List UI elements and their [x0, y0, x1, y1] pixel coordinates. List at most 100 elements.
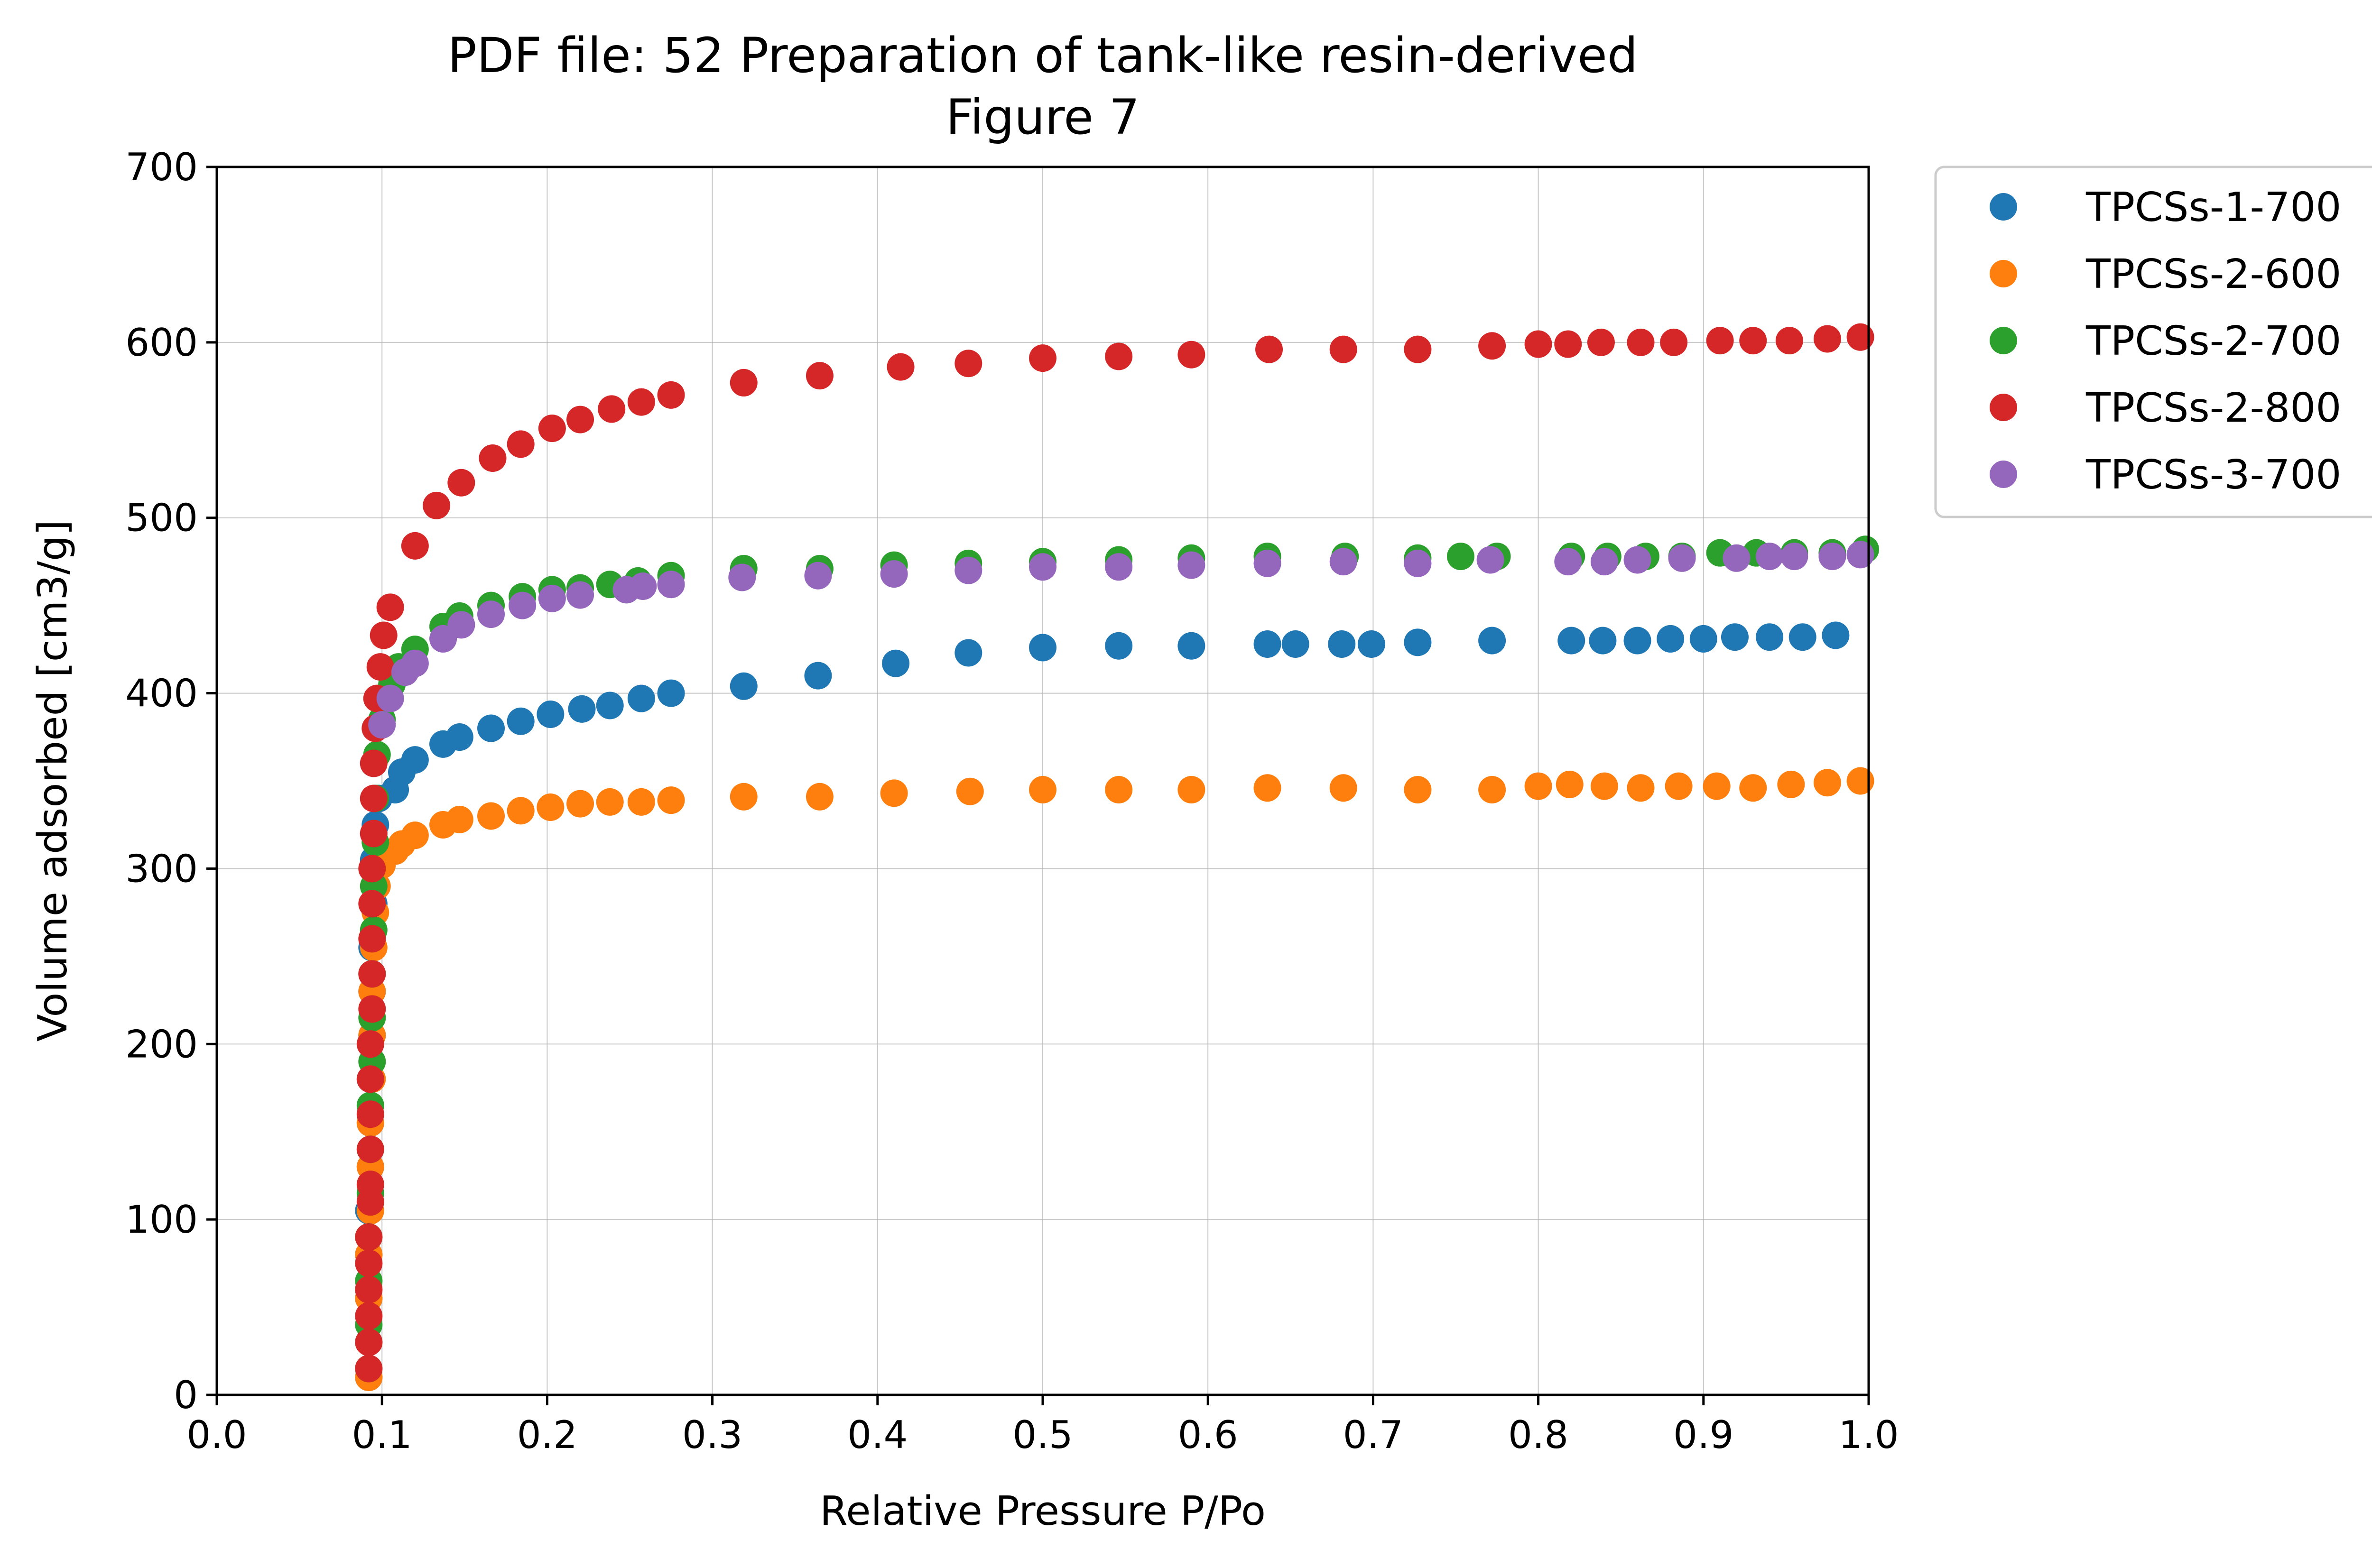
data-point — [479, 444, 507, 472]
data-point — [730, 783, 758, 811]
data-point — [1554, 548, 1582, 576]
data-point — [1777, 770, 1805, 798]
data-point — [1281, 630, 1309, 658]
data-point — [1253, 549, 1281, 577]
data-point — [1177, 341, 1205, 369]
data-point — [657, 679, 685, 707]
legend-label: TPCSs-2-700 — [2085, 318, 2341, 365]
series-2-points — [355, 767, 1874, 1392]
x-tick-label: 0.5 — [1012, 1413, 1073, 1457]
data-point — [1780, 543, 1808, 571]
x-tick-label: 0.9 — [1673, 1413, 1733, 1457]
y-tick-label: 100 — [125, 1198, 198, 1242]
data-point — [1756, 623, 1784, 651]
axis-ticks: 0.0 0.1 0.2 0.3 0.4 0.5 0.6 0.7 0.8 0.9 1.0 0 100 200… — [125, 145, 1899, 1457]
data-point — [1329, 774, 1357, 802]
data-point — [1404, 775, 1432, 803]
y-tick-label: 400 — [125, 672, 198, 716]
data-point — [1177, 632, 1205, 660]
data-point — [401, 821, 429, 849]
y-tick-label: 200 — [125, 1022, 198, 1066]
data-point — [1105, 553, 1133, 581]
data-point — [804, 662, 832, 690]
data-point — [1813, 325, 1841, 353]
legend-label: TPCSs-2-800 — [2085, 385, 2341, 432]
data-point — [1446, 543, 1474, 571]
data-point — [1329, 335, 1357, 363]
legend-marker — [1990, 327, 2017, 354]
data-point — [1788, 623, 1816, 651]
data-point — [356, 1171, 384, 1199]
data-point — [358, 855, 386, 883]
data-point — [447, 611, 475, 639]
data-point — [1846, 541, 1874, 569]
data-point — [477, 600, 505, 628]
data-point — [358, 960, 386, 988]
data-point — [1524, 772, 1552, 800]
data-point — [1357, 630, 1385, 658]
data-point — [1029, 344, 1056, 372]
data-point — [657, 571, 685, 599]
data-point — [537, 700, 565, 728]
data-point — [806, 362, 834, 390]
data-point — [1846, 767, 1874, 795]
data-point — [537, 793, 565, 821]
data-point — [360, 749, 388, 777]
data-point — [360, 784, 388, 812]
y-tick-label: 300 — [125, 847, 198, 891]
data-point — [1846, 323, 1874, 351]
data-point — [1177, 551, 1205, 579]
data-point — [882, 649, 910, 677]
x-tick-label: 1.0 — [1838, 1413, 1899, 1457]
data-point — [629, 572, 657, 600]
data-point — [423, 491, 451, 519]
data-point — [804, 562, 832, 590]
data-point — [1623, 546, 1651, 574]
data-point — [1105, 342, 1133, 370]
data-point — [1253, 630, 1281, 658]
data-point — [356, 1135, 384, 1163]
data-point — [1590, 772, 1618, 800]
data-point — [880, 779, 908, 807]
data-point — [880, 560, 908, 588]
data-point — [401, 746, 429, 774]
data-point — [1627, 774, 1655, 802]
data-point — [806, 783, 834, 811]
data-point — [1627, 328, 1655, 356]
data-point — [1478, 775, 1506, 803]
data-point — [598, 395, 626, 423]
data-points — [355, 323, 1880, 1392]
data-point — [355, 1302, 383, 1330]
data-point — [1590, 548, 1618, 576]
data-point — [538, 584, 566, 612]
data-point — [1703, 772, 1731, 800]
data-point — [1739, 774, 1767, 802]
data-point — [1253, 774, 1281, 802]
data-point — [445, 723, 473, 751]
data-point — [1822, 621, 1850, 649]
x-axis-label: Relative Pressure P/Po — [820, 1488, 1266, 1535]
data-point — [566, 790, 594, 818]
data-point — [507, 430, 535, 458]
x-tick-label: 0.1 — [352, 1413, 412, 1457]
data-point — [568, 695, 596, 723]
data-point — [1524, 330, 1552, 358]
legend-label: TPCSs-2-600 — [2085, 251, 2341, 298]
data-point — [1657, 625, 1685, 653]
data-point — [445, 805, 473, 833]
legend: TPCSs-1-700 TPCSs-2-600 TPCSs-2-700 TPCSs-2… — [1934, 166, 2372, 518]
data-point — [368, 711, 396, 739]
x-tick-label: 0.2 — [517, 1413, 577, 1457]
data-point — [627, 388, 655, 416]
data-point — [1404, 335, 1432, 363]
data-point — [954, 556, 982, 584]
legend-label: TPCSs-3-700 — [2085, 452, 2341, 498]
data-point — [355, 1276, 383, 1304]
data-point — [1813, 769, 1841, 797]
data-point — [477, 802, 505, 830]
data-point — [356, 1100, 384, 1128]
data-point — [376, 684, 404, 712]
data-point — [1723, 544, 1751, 572]
data-point — [1587, 328, 1615, 356]
